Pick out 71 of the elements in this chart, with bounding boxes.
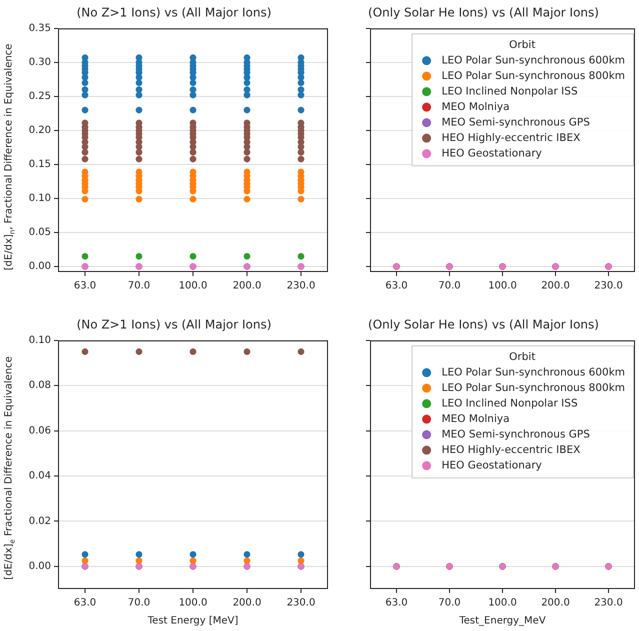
legend-title: Orbit <box>509 350 536 363</box>
legend-label: MEO Molniya <box>442 100 510 113</box>
legend-label: LEO Polar Sun-synchronous 600km <box>442 366 626 378</box>
point <box>136 551 142 558</box>
x-tick-label: 200.0 <box>541 598 570 609</box>
x-tick-label: 63.0 <box>385 280 408 292</box>
legend-title: Orbit <box>509 38 536 51</box>
x-tick-label: 230.0 <box>286 280 316 292</box>
y-tick-label: 0.10 <box>28 193 51 204</box>
point <box>82 557 88 564</box>
point <box>190 348 196 355</box>
point <box>244 348 250 355</box>
y-tick-label: 0.20 <box>28 125 51 136</box>
point <box>136 348 142 355</box>
y-tick-label: 0.35 <box>28 22 51 34</box>
legend-label: HEO Geostationary <box>442 459 542 472</box>
legend-label: HEO Highly-eccentric IBEX <box>442 444 580 456</box>
legend-label: MEO Semi-synchronous GPS <box>442 428 590 440</box>
x-tick-label: 200.0 <box>541 280 570 292</box>
legend-label: HEO Geostationary <box>442 147 542 160</box>
y-tick-label: 0.10 <box>28 334 51 346</box>
point <box>244 557 250 564</box>
y-tick-label: 0.30 <box>28 57 51 68</box>
legend-label: MEO Semi-synchronous GPS <box>442 116 590 128</box>
y-tick-label: 0.05 <box>28 227 51 238</box>
x-tick-label: 200.0 <box>232 598 262 609</box>
chart-title: (No Z>1 Ions) vs (All Major Ions) <box>76 5 272 20</box>
point <box>190 551 196 558</box>
x-tick-label: 230.0 <box>286 598 316 609</box>
legend-label: LEO Polar Sun-synchronous 600km <box>442 54 626 66</box>
x-tick-label: 70.0 <box>438 280 461 292</box>
point <box>298 557 304 564</box>
y-tick-label: 0.06 <box>28 425 51 436</box>
x-tick-label: 70.0 <box>128 598 150 609</box>
y-tick-label: 0.00 <box>28 560 51 572</box>
x-tick-label: 200.0 <box>232 280 262 292</box>
point <box>82 551 88 558</box>
legend-label: LEO Inclined Nonpolar ISS <box>442 85 578 98</box>
y-tick-label: 0.00 <box>28 261 51 272</box>
legend-label: LEO Polar Sun-synchronous 800km <box>442 70 626 82</box>
y-tick-label: 0.15 <box>28 159 51 170</box>
chart-title: (No Z>1 Ions) vs (All Major Ions) <box>76 317 272 332</box>
y-tick-label: 0.04 <box>28 470 51 482</box>
x-tick-label: 100.0 <box>488 280 517 292</box>
x-tick-label: 230.0 <box>594 280 623 292</box>
x-tick-label: 63.0 <box>74 280 96 292</box>
y-tick-label: 0.08 <box>28 380 51 392</box>
y-tick-label: 0.02 <box>28 516 51 527</box>
chart-title: (Only Solar He Ions) vs (All Major Ions) <box>368 5 599 20</box>
x-tick-label: 230.0 <box>594 598 623 609</box>
legend-label: LEO Inclined Nonpolar ISS <box>442 397 578 410</box>
point <box>298 348 304 355</box>
point <box>136 557 142 564</box>
x-tick-label: 63.0 <box>74 598 96 609</box>
x-tick-label: 70.0 <box>128 280 150 292</box>
point <box>82 348 88 355</box>
chart-title: (Only Solar He Ions) vs (All Major Ions) <box>368 317 599 332</box>
y-tick-label: 0.25 <box>28 91 51 102</box>
legend-label: HEO Highly-eccentric IBEX <box>442 132 580 144</box>
x-tick-label: 63.0 <box>385 598 408 609</box>
point <box>298 551 304 558</box>
x-tick-label: 100.0 <box>488 598 517 609</box>
point <box>190 557 196 564</box>
legend-label: MEO Molniya <box>442 412 510 425</box>
x-axis-title: Test Energy [MeV] <box>146 616 238 627</box>
x-tick-label: 100.0 <box>178 598 208 609</box>
x-tick-label: 100.0 <box>178 280 208 292</box>
x-axis-title: Test_Energy_MeV <box>458 616 546 627</box>
point <box>244 551 250 558</box>
x-tick-label: 70.0 <box>438 598 461 609</box>
legend-label: LEO Polar Sun-synchronous 800km <box>442 382 626 394</box>
